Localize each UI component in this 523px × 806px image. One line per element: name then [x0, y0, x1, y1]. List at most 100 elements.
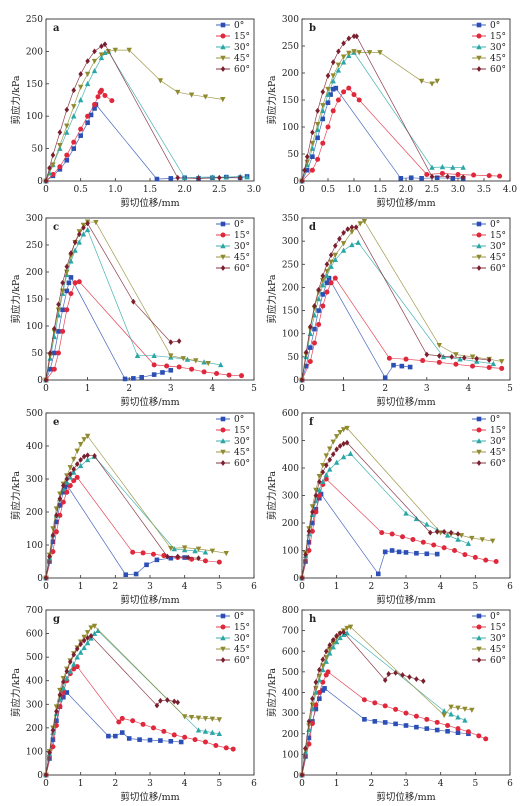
- data-point: [64, 482, 70, 488]
- data-point: [188, 92, 195, 98]
- legend-entry: 15°: [234, 32, 250, 42]
- legend-marker: [220, 243, 226, 249]
- data-point: [349, 224, 355, 231]
- y-tick-label: 150: [26, 295, 43, 305]
- series-line: [45, 625, 220, 776]
- legend-marker: [476, 416, 482, 422]
- data-point: [116, 719, 122, 725]
- data-point: [493, 559, 499, 564]
- data-point: [462, 706, 468, 712]
- x-tick-label: 4.0: [503, 185, 518, 195]
- data-point: [341, 229, 346, 236]
- data-point: [330, 78, 336, 84]
- data-point: [193, 358, 199, 364]
- data-point: [328, 263, 334, 269]
- data-point: [441, 708, 447, 714]
- data-point: [498, 359, 505, 365]
- data-point: [471, 172, 477, 178]
- legend-entry: 30°: [490, 242, 506, 252]
- data-point: [393, 670, 398, 676]
- x-tick-label: 2.0: [178, 185, 193, 195]
- data-point: [226, 372, 232, 378]
- data-point: [57, 143, 63, 149]
- data-point: [168, 738, 174, 744]
- x-tick-label: 3: [403, 582, 409, 592]
- data-point: [57, 503, 63, 508]
- y-tick-label: 50: [32, 349, 44, 359]
- data-point: [209, 548, 216, 554]
- legend-entry: 60°: [490, 656, 506, 666]
- legend: 0°15°30°45°60°: [216, 220, 250, 274]
- data-point: [344, 625, 350, 632]
- data-point: [88, 625, 94, 631]
- y-tick-label: 200: [26, 508, 43, 518]
- legend-marker: [220, 232, 226, 238]
- x-tick-label: 3: [424, 384, 430, 394]
- data-point: [313, 679, 319, 686]
- data-point: [320, 679, 326, 685]
- data-point: [324, 268, 330, 275]
- x-tick-label: 2: [126, 384, 132, 394]
- data-point: [327, 466, 333, 472]
- data-point: [195, 546, 202, 552]
- data-point: [299, 377, 305, 383]
- data-point: [171, 732, 177, 738]
- plot-frame: [301, 609, 511, 776]
- series-30deg: [43, 627, 223, 778]
- data-point: [181, 714, 188, 720]
- data-point: [332, 256, 338, 262]
- data-point: [407, 364, 413, 370]
- data-point: [78, 126, 84, 132]
- data-point: [320, 116, 326, 122]
- data-point: [67, 465, 73, 471]
- x-tick-label: 0: [299, 582, 305, 592]
- data-point: [67, 658, 73, 665]
- data-point: [372, 700, 378, 706]
- x-tick-label: 1: [85, 384, 91, 394]
- data-point: [439, 170, 445, 176]
- data-point: [436, 353, 442, 359]
- x-axis-label: 剪切位移/mm: [376, 197, 435, 209]
- data-point: [67, 471, 73, 477]
- data-point: [340, 59, 347, 65]
- data-point: [303, 745, 308, 752]
- data-point: [61, 694, 66, 700]
- legend-marker: [220, 635, 226, 641]
- data-point: [325, 100, 331, 105]
- data-point: [102, 92, 108, 98]
- data-point: [216, 559, 222, 565]
- legend-marker: [476, 221, 482, 227]
- data-point: [150, 551, 156, 557]
- data-point: [429, 164, 435, 170]
- series-60deg: [299, 439, 461, 581]
- data-point: [337, 429, 343, 436]
- data-point: [327, 456, 333, 463]
- data-point: [333, 639, 340, 645]
- data-point: [71, 469, 77, 475]
- data-point: [309, 702, 316, 708]
- y-tick-label: 300: [26, 475, 43, 485]
- data-point: [461, 354, 467, 361]
- series-line: [45, 50, 248, 182]
- data-point: [452, 548, 458, 553]
- data-point: [85, 452, 90, 459]
- data-point: [424, 551, 430, 557]
- data-point: [299, 772, 305, 778]
- data-point: [67, 474, 73, 480]
- y-tick-label: 50: [288, 150, 300, 160]
- data-point: [499, 365, 505, 371]
- y-tick-label: 150: [282, 307, 299, 317]
- data-point: [178, 739, 184, 745]
- data-point: [71, 651, 77, 658]
- data-point: [333, 459, 340, 465]
- data-point: [68, 275, 74, 280]
- data-point: [306, 539, 312, 545]
- data-point: [67, 668, 73, 674]
- y-tick-label: 250: [26, 241, 43, 251]
- data-point: [64, 690, 70, 695]
- data-point: [400, 672, 405, 678]
- data-point: [76, 231, 82, 238]
- legend-entry: 45°: [490, 645, 506, 655]
- data-point: [312, 303, 317, 309]
- legend-marker: [220, 438, 226, 444]
